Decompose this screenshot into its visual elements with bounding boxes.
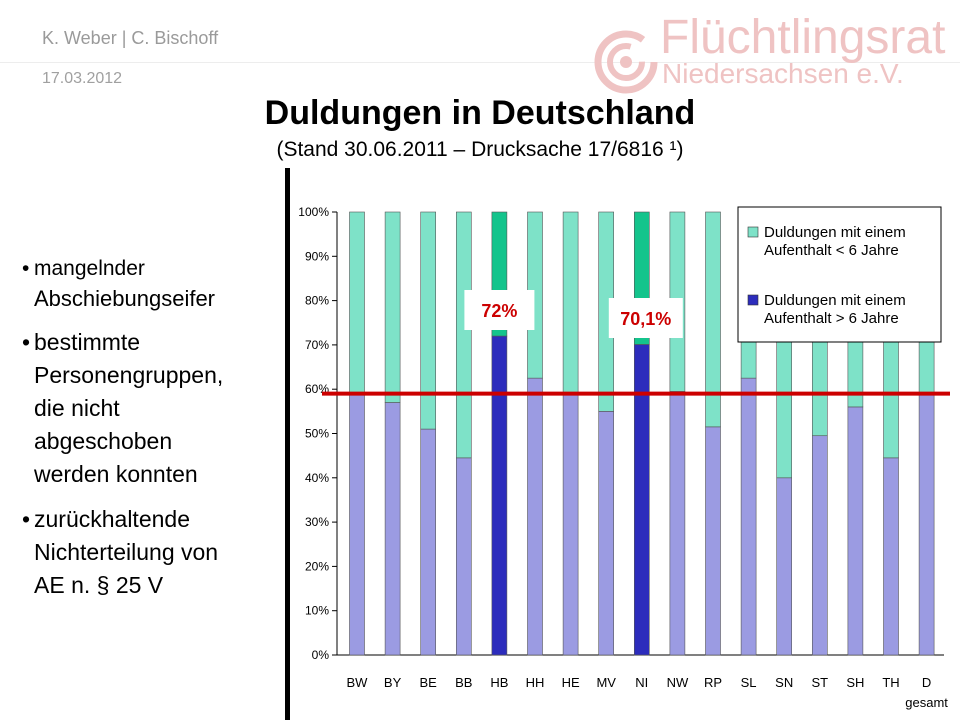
x-tick-label: NW <box>667 675 689 690</box>
x-tick-label: BE <box>420 675 438 690</box>
slide-title: Duldungen in Deutschland <box>264 94 696 132</box>
bullet-line: werden konnten <box>34 461 198 487</box>
y-tick-label: 40% <box>305 471 329 485</box>
bar-over-6-years <box>598 411 615 656</box>
date-text: 17.03.2012 <box>42 70 123 87</box>
y-tick-label: 70% <box>305 338 329 352</box>
x-tick-label: HE <box>562 675 580 690</box>
bar-over-6-years <box>349 393 365 656</box>
bar-under-6-years <box>384 211 401 403</box>
bar-over-6-years <box>918 393 935 656</box>
vertical-divider <box>285 168 290 720</box>
bar-over-6-years <box>883 457 899 656</box>
bullet-marker: • <box>22 506 31 532</box>
bar-over-6-years <box>669 391 686 656</box>
x-tick-label: TH <box>882 675 899 690</box>
author-text: K. Weber | C. Bischoff <box>42 28 219 48</box>
logo-name: Flüchtlingsrat <box>660 11 946 64</box>
x-tick-label: BY <box>384 675 402 690</box>
bar-over-6-years <box>847 406 864 656</box>
y-tick-label: 50% <box>305 427 329 441</box>
x-tick-sublabel: gesamt <box>905 695 948 710</box>
legend-box <box>737 206 942 343</box>
y-tick-label: 10% <box>305 604 329 618</box>
bar-over-6-years <box>491 335 508 656</box>
x-tick-label: ST <box>811 675 828 690</box>
legend-swatch <box>747 294 759 306</box>
bar-over-6-years <box>562 393 579 656</box>
legend-label: Duldungen mit einem <box>764 224 906 241</box>
bullet-line: mangelnder <box>34 257 145 280</box>
bullet-line: Personengruppen, <box>34 362 224 388</box>
x-tick-label: BB <box>455 675 472 690</box>
bar-under-6-years <box>562 211 579 394</box>
bar-under-6-years <box>349 211 365 394</box>
legend-label: Duldungen mit einem <box>764 292 906 309</box>
bullet-line: abgeschoben <box>34 428 173 454</box>
bar-over-6-years <box>705 426 721 656</box>
y-tick-label: 100% <box>298 205 329 219</box>
bullet-item: • mangelnder Abschiebungseifer <box>22 254 292 314</box>
bar-over-6-years <box>420 428 437 656</box>
x-tick-label: SL <box>741 675 757 690</box>
bar-over-6-years <box>527 377 543 656</box>
annotation-box <box>608 298 683 338</box>
bar-under-6-years <box>705 211 721 428</box>
y-tick-label: 90% <box>305 249 329 263</box>
y-tick-label: 80% <box>305 294 329 308</box>
bar-under-6-years <box>455 211 472 459</box>
bar-over-6-years <box>776 477 793 656</box>
bullet-item: • bestimmte Personengruppen, die nicht a… <box>22 326 292 491</box>
logo-subname: Niedersachsen e.V. <box>662 58 904 89</box>
legend-label: Aufenthalt > 6 Jahre <box>764 310 899 327</box>
x-tick-label: SN <box>775 675 793 690</box>
bullet-marker: • <box>22 329 31 355</box>
bullet-line: Abschiebungseifer <box>34 286 216 311</box>
bar-over-6-years <box>633 344 650 656</box>
bullet-line: Nichterteilung von <box>34 539 219 565</box>
logo-icon <box>594 30 658 94</box>
x-tick-label: BW <box>347 675 369 690</box>
x-tick-label: NI <box>635 675 648 690</box>
bullet-marker: • <box>22 257 30 280</box>
bullet-item: • zurückhaltende Nichterteilung von AE n… <box>22 503 292 602</box>
x-tick-label: SH <box>846 675 864 690</box>
bullet-line: bestimmte <box>34 329 141 355</box>
bar-over-6-years <box>811 435 828 656</box>
annotation-box <box>464 290 535 330</box>
y-tick-label: 20% <box>305 559 329 573</box>
bullet-line: die nicht <box>34 395 120 421</box>
bullet-list: • mangelnder Abschiebungseifer • bestimm… <box>22 254 292 614</box>
slide-subtitle: (Stand 30.06.2011 – Drucksache 17/6816 ¹… <box>276 138 684 161</box>
x-tick-label: D <box>922 675 931 690</box>
annotation-label: 70,1% <box>620 309 671 329</box>
legend-swatch <box>747 226 759 238</box>
organization-logo: Flüchtlingsrat Niedersachsen e.V. <box>590 8 950 98</box>
bullet-line: AE n. § 25 V <box>34 572 164 598</box>
y-tick-label: 30% <box>305 515 329 529</box>
bar-over-6-years <box>740 377 757 656</box>
legend-label: Aufenthalt < 6 Jahre <box>764 242 899 259</box>
x-tick-label: HB <box>490 675 508 690</box>
y-tick-label: 0% <box>312 648 330 662</box>
bullet-line: zurückhaltende <box>34 506 190 532</box>
x-tick-label: MV <box>596 675 616 690</box>
header-divider <box>0 62 960 63</box>
annotation-label: 72% <box>481 301 517 321</box>
bar-over-6-years <box>384 402 401 656</box>
bar-under-6-years <box>420 211 437 430</box>
x-tick-label: RP <box>704 675 722 690</box>
x-tick-label: HH <box>526 675 545 690</box>
bar-over-6-years <box>455 457 472 656</box>
